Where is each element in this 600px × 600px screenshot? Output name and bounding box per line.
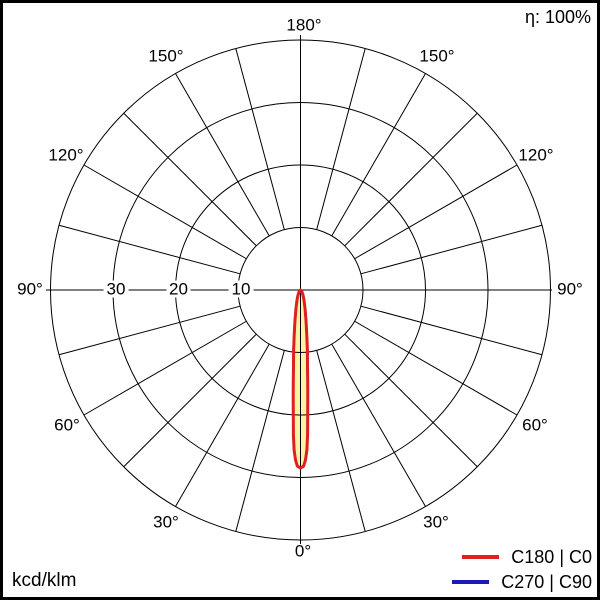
- polar-grid-spoke: [344, 112, 478, 247]
- angle-label-30-left: 30°: [153, 512, 179, 532]
- angle-label-90-right: 90°: [557, 279, 583, 299]
- polar-grid-spoke: [331, 343, 426, 507]
- polar-grid-spoke: [235, 350, 285, 532]
- angle-label-30-right: 30°: [423, 512, 449, 532]
- polar-grid-spoke: [354, 164, 518, 260]
- polar-grid-spoke: [175, 73, 270, 237]
- angle-label-150-left: 150°: [148, 46, 184, 66]
- polar-grid-spoke: [58, 224, 241, 275]
- polar-grid-spoke: [360, 224, 543, 275]
- polar-grid-spoke: [331, 73, 426, 237]
- polar-grid-spoke: [235, 48, 285, 230]
- angle-label-0-center: 0°: [294, 541, 312, 561]
- scale-label-30: 30: [103, 280, 129, 298]
- polar-grid-spoke: [360, 305, 543, 356]
- angle-label-120-left: 120°: [48, 145, 84, 165]
- legend-line-swatch: [462, 554, 500, 559]
- polar-grid-spoke: [83, 320, 247, 416]
- polar-grid-spoke: [316, 350, 366, 532]
- polar-grid-spoke: [123, 112, 257, 247]
- angle-label-180-center: 180°: [286, 15, 322, 35]
- polar-grid-spoke: [83, 164, 247, 260]
- efficiency-label: η: 100%: [524, 7, 591, 27]
- angle-label-120-right: 120°: [518, 145, 554, 165]
- polar-grid-spoke: [123, 333, 257, 468]
- polar-grid-spoke: [175, 343, 270, 507]
- legend: C180 | C0 C270 | C90: [452, 544, 592, 594]
- polar-grid-spoke: [354, 320, 518, 416]
- legend-label: C270 | C90: [501, 571, 592, 592]
- polar-grid-spoke: [316, 48, 366, 230]
- polar-grid-spoke: [58, 305, 241, 356]
- scale-label-20: 20: [166, 280, 191, 298]
- legend-label: C180 | C0: [511, 546, 592, 567]
- legend-item-1: C270 | C90: [452, 569, 592, 594]
- c180-c0-curve: [291, 288, 310, 470]
- unit-label: kcd/klm: [12, 570, 77, 591]
- legend-item-0: C180 | C0: [462, 544, 592, 569]
- angle-label-150-right: 150°: [419, 46, 455, 66]
- polar-grid-spoke: [344, 333, 478, 468]
- scale-label-10: 10: [228, 280, 254, 298]
- angle-label-90-left: 90°: [17, 279, 43, 299]
- angle-label-60-right: 60°: [522, 415, 548, 435]
- angle-label-60-left: 60°: [54, 415, 80, 435]
- legend-line-swatch: [452, 579, 490, 584]
